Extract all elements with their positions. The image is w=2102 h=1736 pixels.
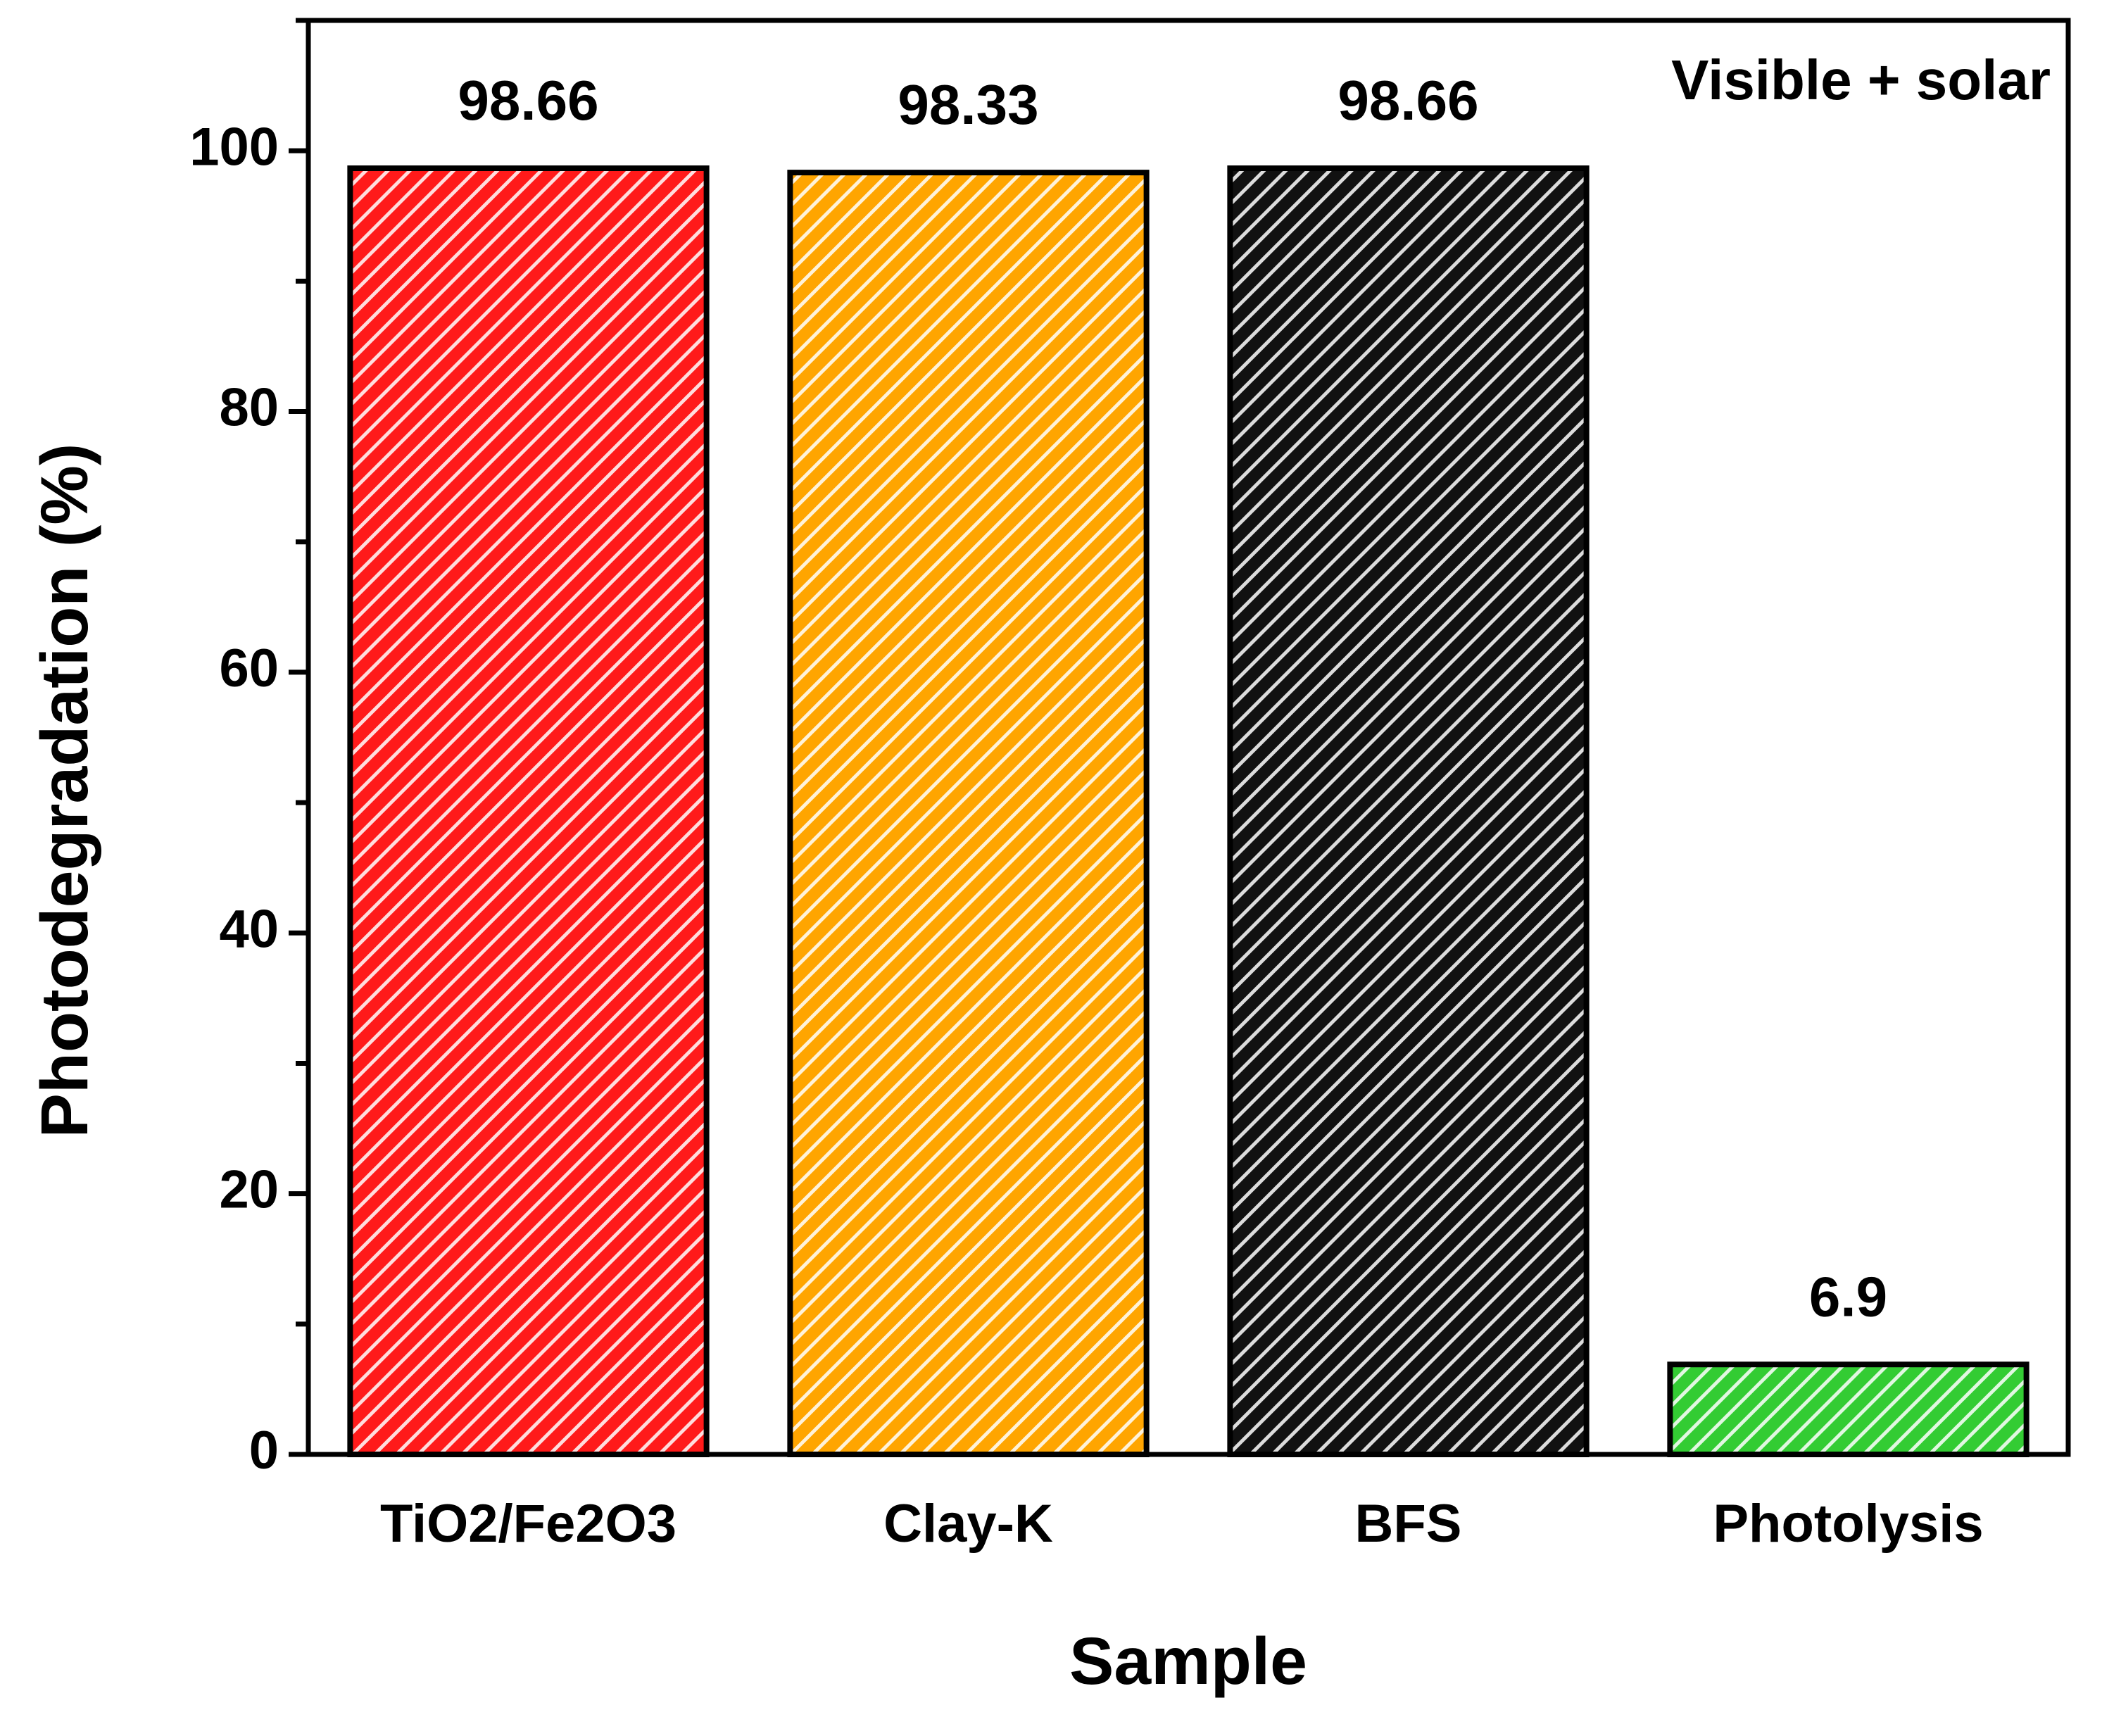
y-tick-label: 60 <box>219 639 279 698</box>
x-tick-label: BFS <box>1355 1494 1462 1554</box>
value-label: 98.66 <box>1338 69 1478 132</box>
y-tick-label: 100 <box>189 117 279 177</box>
y-tick-label: 80 <box>219 378 279 438</box>
plot-frame <box>306 18 2071 1457</box>
bar <box>1227 165 1590 1457</box>
x-axis-title: Sample <box>1069 1624 1307 1699</box>
bar <box>347 165 710 1457</box>
x-tick-label: Clay-K <box>883 1494 1053 1554</box>
x-tick-label: TiO2/Fe2O3 <box>380 1494 676 1554</box>
y-tick-label: 40 <box>219 899 279 959</box>
value-label: 98.33 <box>898 73 1038 136</box>
annotation: Visible + solar <box>1671 49 2051 111</box>
y-tick-label: 20 <box>219 1160 279 1220</box>
x-tick-label: Photolysis <box>1713 1494 1983 1554</box>
y-axis-title: Photodegradation (%) <box>27 444 102 1138</box>
bar <box>787 170 1150 1457</box>
bar <box>1667 1361 2029 1457</box>
value-label: 6.9 <box>1809 1265 1887 1328</box>
value-label: 98.66 <box>458 69 598 132</box>
y-tick-label: 0 <box>249 1421 279 1480</box>
